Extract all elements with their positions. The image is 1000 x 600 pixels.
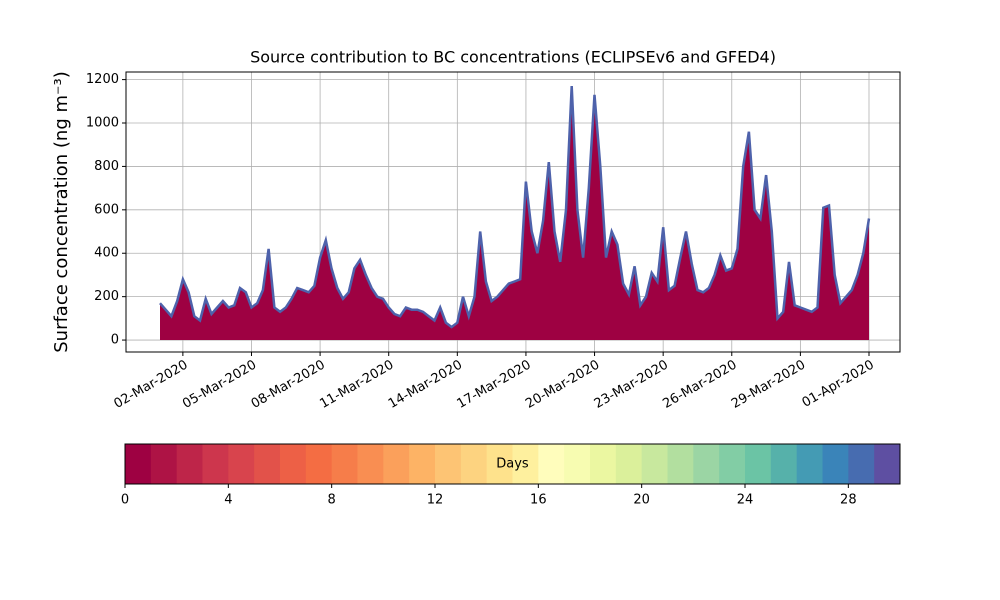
colorbar-tick-label: 8 [328, 493, 336, 508]
y-tick-label: 600 [94, 202, 119, 217]
colorbar-cell [848, 444, 875, 484]
colorbar-cell [383, 444, 410, 484]
colorbar-tick-label: 0 [121, 493, 129, 508]
colorbar-cell [150, 444, 178, 484]
colorbar-cell [667, 444, 694, 484]
area [160, 86, 869, 341]
colorbar-cell [590, 444, 617, 484]
colorbar-tick-label: 28 [840, 493, 857, 508]
colorbar-tick-label: 24 [737, 493, 754, 508]
colorbar-cell [176, 444, 203, 484]
colorbar-cell [745, 444, 772, 484]
colorbar-cell [693, 444, 720, 484]
colorbar-cell [125, 444, 152, 484]
colorbar-cell [228, 444, 255, 484]
colorbar-tick-label: 16 [530, 493, 547, 508]
colorbar-cell [641, 444, 668, 484]
y-tick-label: 800 [94, 159, 119, 174]
colorbar-cell [280, 444, 307, 484]
area-top-line [159, 86, 871, 329]
colorbar-cell [305, 444, 333, 484]
colorbar-cell [874, 444, 901, 484]
colorbar-cell [202, 444, 229, 484]
colorbar-frame [124, 443, 901, 485]
colorbar-cell [615, 444, 643, 484]
colorbar-cell [770, 444, 798, 484]
colorbar-cell [409, 444, 436, 484]
y-tick-label: 400 [94, 246, 119, 261]
colorbar-cell [486, 444, 513, 484]
colorbar-tick-label: 4 [224, 493, 232, 508]
colorbar-cell [357, 444, 384, 484]
colorbar-cell [331, 444, 358, 484]
colorbar-label: Days [496, 457, 529, 472]
colorbar-tick-label: 12 [427, 493, 444, 508]
y-tick-label: 200 [94, 289, 119, 304]
y-tick-label: 1000 [86, 116, 119, 131]
colorbar-cell [796, 444, 823, 484]
colorbar-cell [538, 444, 565, 484]
y-axis-label: Surface concentration (ng m⁻³) [51, 71, 72, 353]
colorbar-cell [254, 444, 281, 484]
plot-frame [125, 71, 901, 353]
colorbar-cell [719, 444, 746, 484]
colorbar-cell [435, 444, 462, 484]
colorbar-tick-label: 20 [633, 493, 650, 508]
chart-title: Source contribution to BC concentrations… [250, 48, 776, 67]
y-tick-label: 1200 [86, 72, 119, 87]
colorbar-cell [512, 444, 539, 484]
colorbar-cell [460, 444, 488, 484]
colorbar-cell [822, 444, 849, 484]
y-tick-label: 0 [111, 333, 119, 348]
colorbar-cell [564, 444, 591, 484]
